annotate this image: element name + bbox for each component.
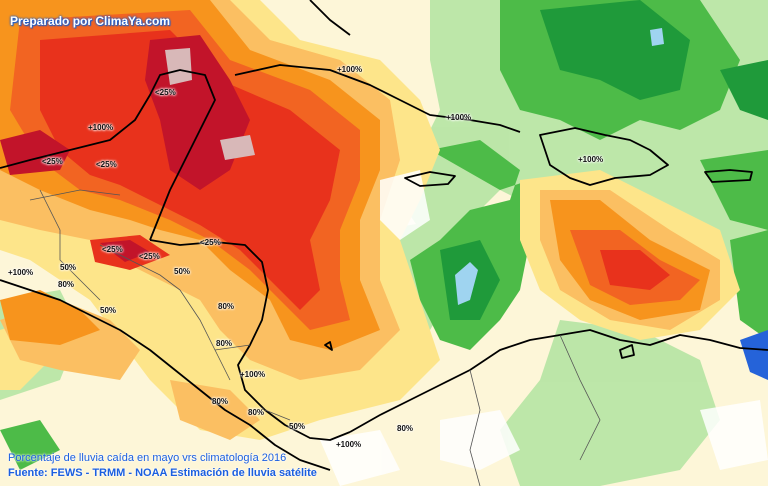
region-label: +100%: [446, 113, 472, 122]
region-label: 50%: [289, 422, 306, 431]
region-label: <25%: [200, 238, 221, 247]
region-label: 80%: [58, 280, 75, 289]
region-label: 50%: [60, 263, 77, 272]
region-label: +100%: [337, 65, 363, 74]
region-label: 80%: [212, 397, 229, 406]
region-label: 80%: [218, 302, 235, 311]
caption-source: Fuente: FEWS - TRMM - NOAA Estimación de…: [8, 467, 317, 479]
region-label: +100%: [8, 268, 34, 277]
region-label: 50%: [100, 306, 117, 315]
very-dry-areas: [165, 48, 255, 160]
region-label: +100%: [336, 440, 362, 449]
region-label: +100%: [88, 123, 114, 132]
region-label: 80%: [248, 408, 265, 417]
region-label: <25%: [139, 252, 160, 261]
region-label: <25%: [102, 245, 123, 254]
blue-areas: [455, 28, 768, 380]
region-label: 80%: [397, 424, 414, 433]
region-label: 50%: [174, 267, 191, 276]
region-label: <25%: [96, 160, 117, 169]
caption-title: Porcentaje de lluvia caída en mayo vrs c…: [8, 452, 287, 464]
country-borders: [29, 189, 601, 486]
region-label: 80%: [216, 339, 233, 348]
credit-text: Preparado por ClimaYa.com: [10, 14, 171, 28]
region-label: +100%: [240, 370, 266, 379]
region-label: <25%: [155, 88, 176, 97]
normal-patches: [320, 170, 768, 486]
region-label: <25%: [42, 157, 63, 166]
region-label: +100%: [578, 155, 604, 164]
